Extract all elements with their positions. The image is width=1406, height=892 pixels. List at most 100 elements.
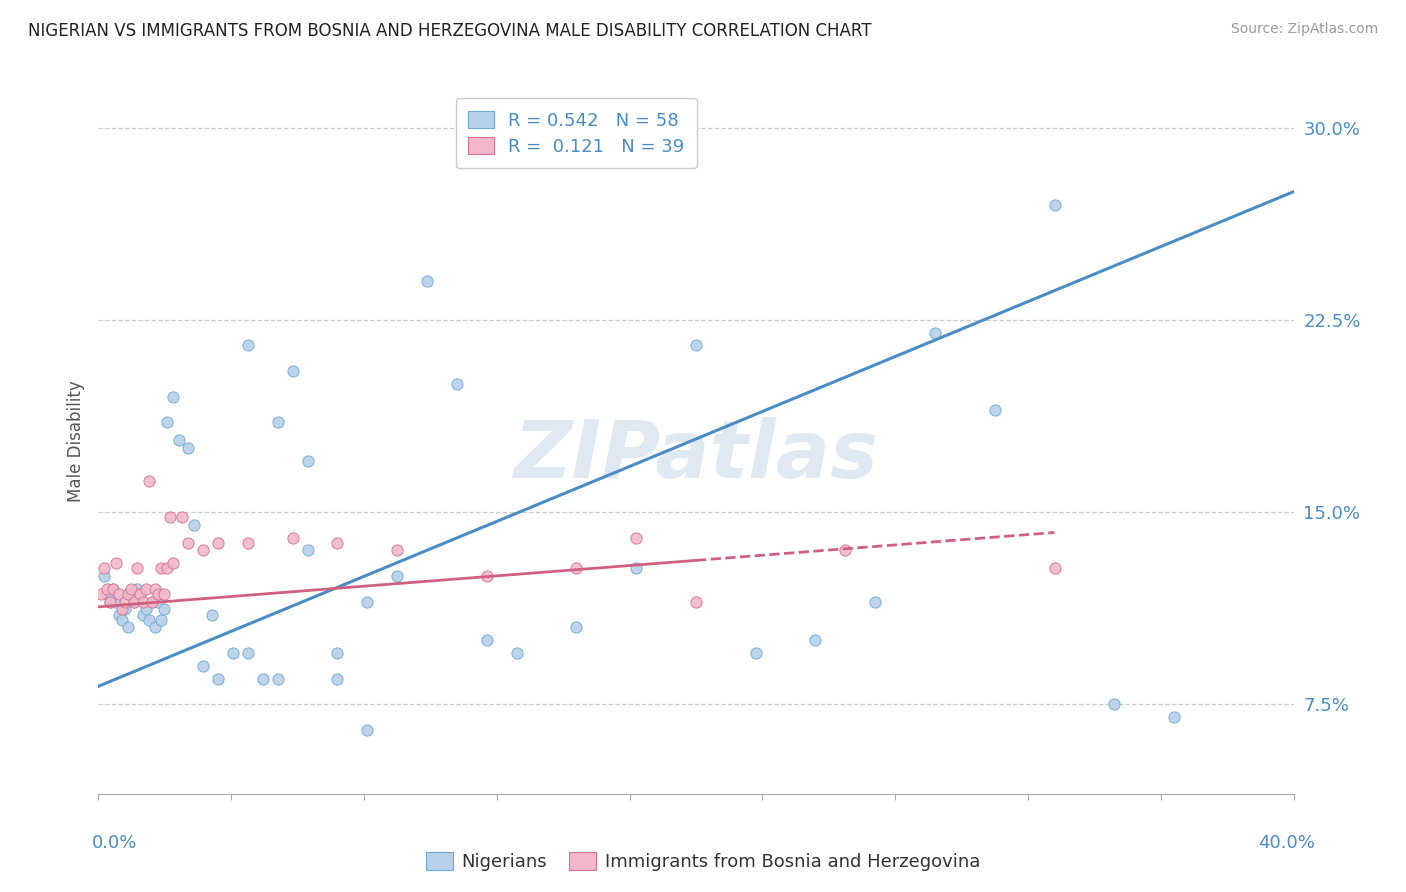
Point [120,587,142,601]
Point [183,517,205,532]
Point [135,602,157,616]
Point [236,646,259,660]
Point [626,561,648,575]
Point [98,595,122,609]
Point [834,543,856,558]
Point [745,646,768,660]
Point [356,723,378,737]
Point [129,587,152,601]
Point [153,602,176,616]
Point [162,390,184,404]
Point [506,646,529,660]
Point [626,531,648,545]
Point [93,561,115,575]
Point [297,454,319,468]
Point [281,531,304,545]
Point [207,672,229,686]
Y-axis label: Male Disability: Male Disability [67,381,86,502]
Point [127,561,149,575]
Point [267,672,290,686]
Point [108,587,131,601]
Point [117,620,139,634]
Point [138,613,160,627]
Point [416,274,439,288]
Point [177,441,200,455]
Point [148,587,170,601]
Point [150,613,173,627]
Point [1043,197,1066,211]
Point [297,543,319,558]
Point [385,569,409,583]
Point [475,633,498,648]
Point [148,595,170,609]
Point [90,587,112,601]
Point [207,535,229,549]
Point [326,672,349,686]
Text: 40.0%: 40.0% [1258,834,1315,852]
Point [124,595,146,609]
Point [281,364,304,378]
Point [103,582,125,596]
Point [156,561,179,575]
Point [162,556,184,570]
Point [141,595,163,609]
Point [138,475,160,489]
Point [111,613,134,627]
Point [1163,710,1185,724]
Text: ZIPatlas: ZIPatlas [513,417,879,495]
Point [172,510,194,524]
Point [267,415,290,429]
Point [150,561,173,575]
Legend: R = 0.542   N = 58, R =  0.121   N = 39: R = 0.542 N = 58, R = 0.121 N = 39 [456,98,697,169]
Point [1043,561,1066,575]
Point [252,672,274,686]
Point [114,595,136,609]
Point [117,587,139,601]
Point [141,595,163,609]
Point [924,326,946,340]
Point [191,658,214,673]
Point [98,595,122,609]
Text: NIGERIAN VS IMMIGRANTS FROM BOSNIA AND HERZEGOVINA MALE DISABILITY CORRELATION C: NIGERIAN VS IMMIGRANTS FROM BOSNIA AND H… [28,22,872,40]
Point [565,620,588,634]
Point [236,535,259,549]
Point [222,646,245,660]
Point [685,595,707,609]
Point [804,633,827,648]
Point [105,556,128,570]
Point [385,543,409,558]
Point [143,620,166,634]
Point [1104,697,1126,711]
Point [236,338,259,352]
Point [105,595,128,609]
Point [153,587,176,601]
Point [475,569,498,583]
Point [96,587,118,601]
Point [124,595,146,609]
Point [120,582,142,596]
Point [326,646,349,660]
Point [132,607,155,622]
Point [167,434,190,448]
Point [127,582,149,596]
Point [159,510,181,524]
Point [111,602,134,616]
Point [132,595,155,609]
Point [156,415,179,429]
Point [129,587,152,601]
Text: Source: ZipAtlas.com: Source: ZipAtlas.com [1230,22,1378,37]
Point [201,607,224,622]
Text: 0.0%: 0.0% [91,834,136,852]
Point [865,595,887,609]
Point [446,376,468,391]
Point [685,338,707,352]
Point [191,543,214,558]
Point [326,535,349,549]
Legend: Nigerians, Immigrants from Bosnia and Herzegovina: Nigerians, Immigrants from Bosnia and He… [419,846,987,879]
Point [108,607,131,622]
Point [565,561,588,575]
Point [177,535,200,549]
Point [96,582,118,596]
Point [143,582,166,596]
Point [103,582,125,596]
